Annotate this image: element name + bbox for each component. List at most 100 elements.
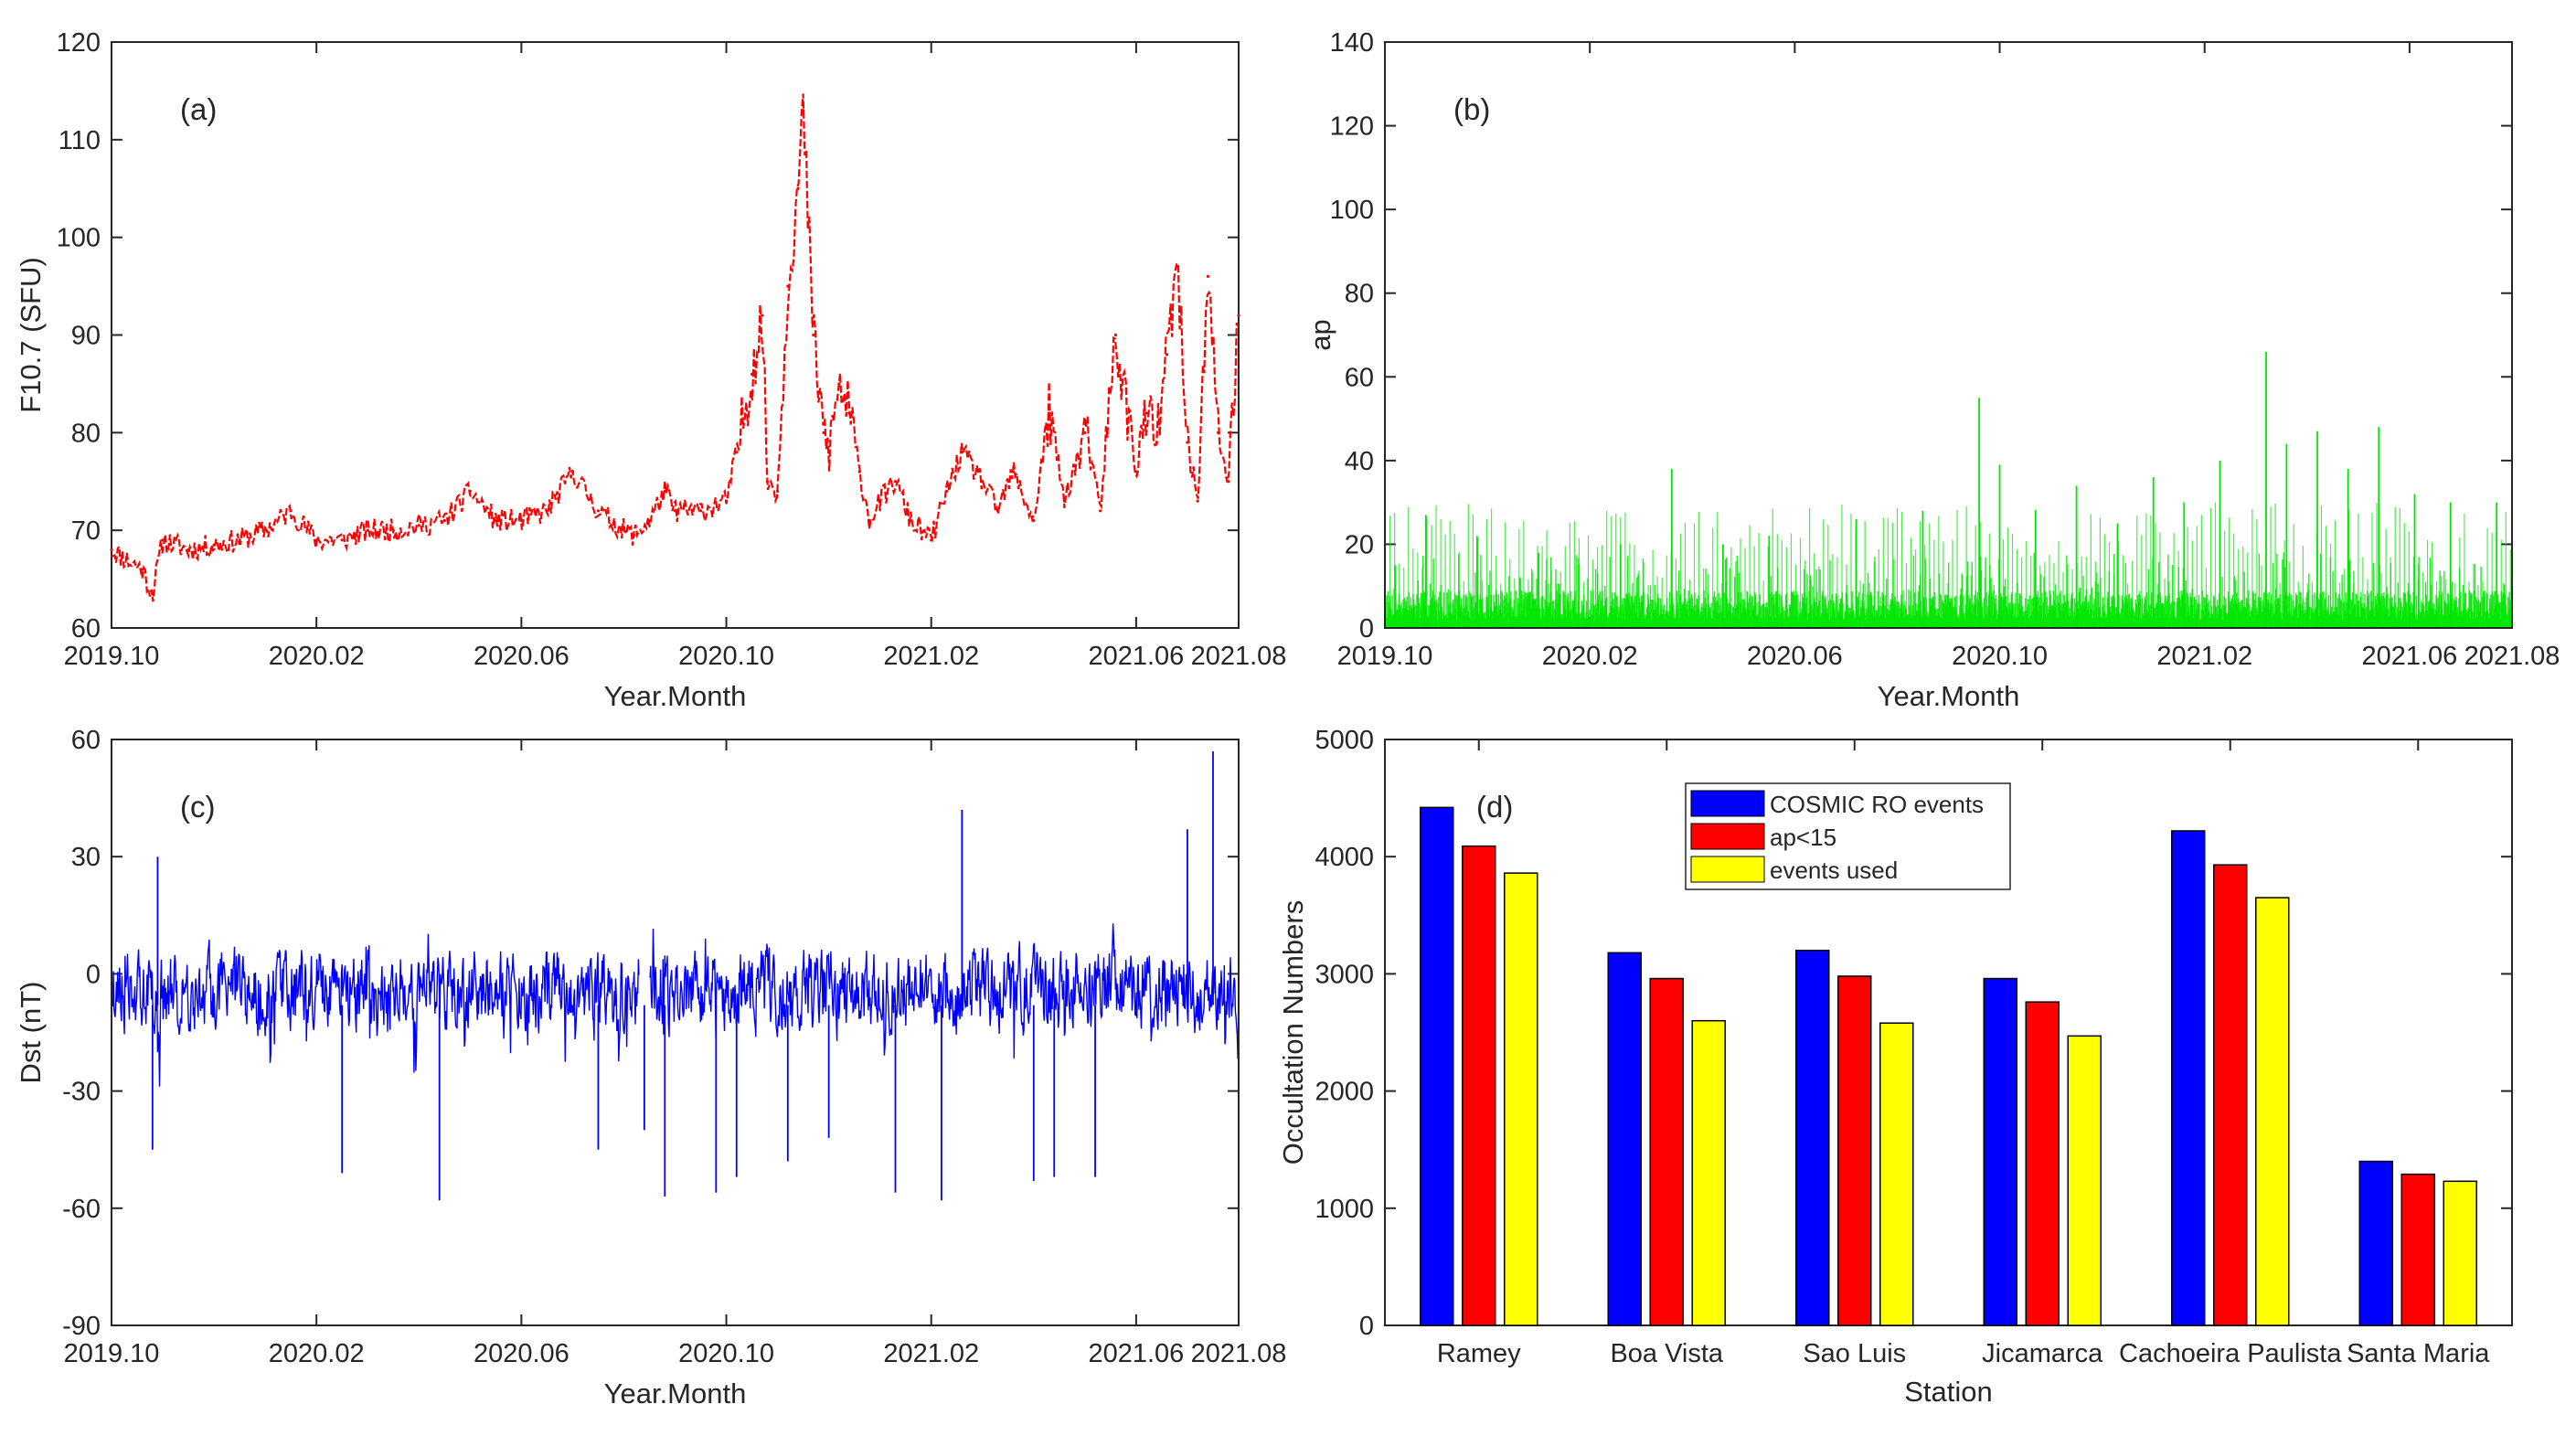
- plot-frame: [1384, 739, 2513, 1326]
- bar: [1983, 977, 2017, 1326]
- f107-data-point: [545, 509, 548, 513]
- y-tick-label: 90: [71, 322, 101, 351]
- f107-data-point: [981, 480, 985, 484]
- f107-data-point: [340, 538, 344, 542]
- bar: [2171, 830, 2206, 1326]
- plot-frame: [1384, 41, 2513, 629]
- f107-data-point: [868, 518, 872, 523]
- f107-data-point: [786, 284, 790, 288]
- f107-data-point: [837, 382, 841, 386]
- f107-data-point: [186, 548, 190, 552]
- f107-data-point: [724, 499, 729, 503]
- f107-data-point: [622, 528, 626, 532]
- bar: [2213, 864, 2248, 1326]
- f107-data-point: [289, 509, 293, 513]
- f107-data-point: [596, 509, 601, 513]
- x-tick-label: 2020.10: [678, 1339, 774, 1368]
- bar: [1649, 977, 1684, 1326]
- bar: [1504, 872, 1538, 1326]
- f107-data-point: [314, 538, 318, 542]
- y-tick-label: 0: [86, 960, 101, 989]
- ap-noise: [1384, 502, 2513, 628]
- y-tick-label: 40: [1345, 447, 1374, 476]
- f107-data-point: [494, 518, 497, 523]
- y-axis-title: ap: [1304, 319, 1336, 350]
- panel-b-ap-chart: 0 20 40 60 80 100 120 140 2019.10 2020.02 2020.06 2…: [1304, 28, 2560, 712]
- y-tick-label: 0: [1359, 614, 1374, 644]
- f107-data-point: [1113, 333, 1118, 337]
- f107-data-point: [263, 528, 267, 532]
- x-tick-label: 2019.10: [64, 1339, 160, 1368]
- x-tick-label: 2021.08: [1191, 642, 1287, 671]
- y-tick-label: 110: [59, 126, 101, 155]
- bar: [1837, 975, 1872, 1326]
- legend-label: events used: [1770, 856, 1898, 884]
- y-tick-label: -30: [62, 1078, 101, 1107]
- x-axis-title: Station: [1904, 1376, 1993, 1408]
- f107-data-point: [673, 509, 677, 513]
- f107-data-point: [1196, 499, 1199, 503]
- f107-data-point: [442, 518, 446, 523]
- y-axis-title: F10.7 (SFU): [15, 257, 47, 413]
- f107-data-point: [1227, 480, 1230, 484]
- f107-data-point: [995, 509, 1000, 513]
- plot-frame: [111, 739, 1240, 1326]
- bar: [2443, 1180, 2477, 1326]
- y-tick-label: 120: [57, 28, 101, 58]
- x-tick-label: 2021.08: [1191, 1339, 1287, 1368]
- y-tick-label: 80: [1345, 280, 1374, 309]
- f107-series-line: [111, 93, 1240, 602]
- bar: [1795, 950, 1830, 1326]
- y-axis-title: Dst (nT): [15, 982, 47, 1084]
- f107-data-point: [765, 480, 769, 484]
- f107-data-point: [893, 480, 898, 484]
- x-tick-label: Santa Maria: [2347, 1339, 2490, 1368]
- f107-data-point: [1237, 314, 1240, 317]
- x-tick-label: 2020.10: [678, 642, 774, 671]
- f107-data-point: [1155, 441, 1158, 444]
- x-tick-label: Ramey: [1437, 1339, 1521, 1368]
- y-tick-label: 5000: [1315, 726, 1374, 755]
- f107-data-point: [878, 499, 882, 503]
- panel-a-f107-chart: 60 70 80 90 100 110 120 2019.10 2020.02 2020.06 20…: [15, 28, 1286, 712]
- legend-swatch: [1690, 823, 1765, 850]
- f107-data-point: [1062, 499, 1067, 503]
- f107-data-point: [1165, 353, 1169, 356]
- y-tick-label: 80: [71, 419, 101, 448]
- f107-data-point: [1206, 274, 1209, 278]
- x-tick-label: 2020.06: [474, 1339, 569, 1368]
- f107-data-point: [1032, 518, 1036, 523]
- y-tick-label: 30: [71, 843, 101, 872]
- f107-data-point: [110, 548, 113, 552]
- legend: COSMIC RO events ap<15 events used: [1685, 782, 2011, 890]
- f107-data-point: [212, 543, 216, 547]
- legend-label: ap<15: [1770, 824, 1836, 851]
- f107-data-point: [827, 451, 831, 454]
- f107-data-point: [909, 518, 912, 523]
- f107-data-point: [812, 333, 815, 337]
- x-tick-label: 2020.02: [269, 642, 365, 671]
- f107-data-point: [570, 470, 575, 473]
- y-tick-label: -90: [62, 1312, 101, 1341]
- y-tick-label: 2000: [1315, 1078, 1374, 1107]
- f107-data-point: [822, 431, 825, 434]
- x-axis-title: Year.Month: [1878, 680, 2020, 712]
- f107-data-point: [847, 411, 851, 415]
- f107-data-point: [633, 533, 636, 537]
- f107-data-point: [647, 518, 652, 523]
- f107-data-point: [735, 451, 739, 454]
- f107-data-point: [750, 372, 754, 376]
- f107-data-point: [775, 489, 780, 494]
- f107-data-point: [1099, 509, 1102, 513]
- f107-data-point: [1144, 411, 1148, 415]
- x-tick-label: 2020.02: [1542, 642, 1638, 671]
- x-tick-label: 2021.02: [883, 642, 979, 671]
- y-tick-label: 100: [1330, 196, 1374, 225]
- f107-data-point: [1048, 411, 1051, 415]
- x-tick-label: 2019.10: [64, 642, 160, 671]
- y-tick-label: 70: [71, 516, 101, 546]
- x-tick-label: 2021.06: [2361, 642, 2457, 671]
- f107-data-point: [161, 538, 165, 542]
- f107-data-point: [468, 489, 472, 494]
- bar: [1879, 1022, 1914, 1326]
